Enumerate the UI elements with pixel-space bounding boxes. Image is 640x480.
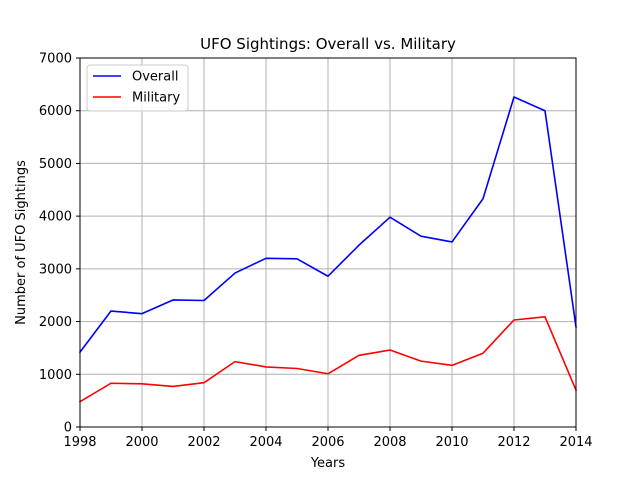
x-tick-label: 1998 xyxy=(63,435,96,450)
axis-ticks: 1998 2000 2002 2004 2006 2008 2010 2012 2014 0 100… xyxy=(39,52,593,451)
y-tick-label: 4000 xyxy=(39,210,72,225)
y-tick-label: 2000 xyxy=(39,315,72,330)
series-line-military xyxy=(78,316,578,403)
legend-label-military: Military xyxy=(132,91,180,106)
y-tick-label: 3000 xyxy=(39,262,72,277)
x-tick-label: 2008 xyxy=(373,435,406,450)
x-tick-label: 2012 xyxy=(497,435,530,450)
x-axis-title: Years xyxy=(310,456,346,471)
x-tick-label: 2010 xyxy=(435,435,468,450)
x-tick-label: 2000 xyxy=(125,435,158,450)
x-tick-label: 2002 xyxy=(187,435,220,450)
y-tick-label: 6000 xyxy=(39,104,72,119)
y-tick-label: 1000 xyxy=(39,368,72,383)
legend-label-overall: Overall xyxy=(132,70,178,85)
y-axis-title: Number of UFO Sightings xyxy=(14,160,29,325)
series-lines xyxy=(78,96,578,403)
x-tick-label: 2014 xyxy=(559,435,592,450)
x-tick-label: 2006 xyxy=(311,435,344,450)
x-tick-label: 2004 xyxy=(249,435,282,450)
series-line-overall xyxy=(78,96,577,354)
legend: Overall Military xyxy=(86,64,189,112)
y-tick-label: 0 xyxy=(64,421,72,436)
y-tick-label: 5000 xyxy=(39,157,72,172)
chart-title: UFO Sightings: Overall vs. Military xyxy=(200,35,456,53)
y-tick-label: 7000 xyxy=(39,52,72,67)
